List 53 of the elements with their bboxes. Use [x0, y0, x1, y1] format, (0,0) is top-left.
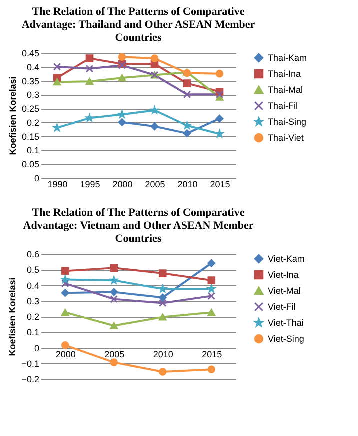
x-tick-label: 2000	[56, 349, 76, 360]
chart-title: The Relation of The Patterns of Comparative Advantage: Thailand and Other ASEAN Member Countries	[22, 6, 256, 44]
x-tick-label: 2000	[112, 180, 133, 190]
y-tick-label: 0	[34, 174, 40, 184]
legend-label: Viet-Fil	[268, 302, 296, 312]
y-axis-title: Koefisien Korelasi	[8, 278, 18, 356]
point	[183, 90, 192, 99]
x-tick-label: 2010	[178, 180, 198, 190]
legend-label: Thai-Viet	[268, 133, 304, 143]
y-tick-label: 0.45	[22, 48, 40, 58]
legend-label: Thai-Kam	[268, 53, 308, 63]
chart-title: The Relation of The Patterns of Comparative Advantage: Vietnam and Other ASEAN Member Countries	[23, 207, 254, 245]
x-tick-label: 1995	[80, 180, 100, 190]
x-tick-label: 2015	[210, 180, 230, 190]
legend-label: Viet-Mal	[268, 286, 301, 296]
point	[61, 280, 70, 288]
point	[158, 299, 167, 308]
y-tick-label: 0.2	[26, 118, 40, 128]
point	[110, 295, 118, 304]
legend-label: Viet-Sing	[268, 334, 304, 344]
y-tick-label: 0.4	[26, 280, 40, 291]
legend-label: Viet-Kam	[268, 254, 305, 264]
y-tick-label: 0	[34, 343, 40, 354]
y-axis-title: Koefisien Korelasi	[8, 76, 18, 156]
point	[216, 90, 224, 99]
y-tick-label: 0.25	[22, 104, 40, 114]
y-tick-label: −0.2	[22, 374, 40, 384]
point	[86, 64, 94, 73]
legend-label: Thai-Ina	[268, 69, 302, 79]
legend-label: Viet-Ina	[268, 270, 299, 280]
y-tick-label: 0.2	[26, 312, 40, 322]
legend-label: Thai-Mal	[268, 85, 304, 95]
x-tick-label: 2005	[145, 180, 166, 190]
legend-label: Thai-Fil	[268, 101, 298, 111]
y-tick-label: 0.6	[26, 250, 40, 260]
point	[53, 62, 62, 71]
x-tick-label: 2005	[104, 349, 125, 360]
y-tick-label: 0.1	[26, 328, 40, 338]
y-tick-label: 0.5	[26, 265, 40, 276]
y-tick-label: 0.15	[22, 132, 40, 142]
y-tick-label: 0.3	[26, 90, 40, 100]
y-tick-label: 0.1	[26, 146, 40, 156]
legend-label: Thai-Sing	[268, 117, 307, 127]
x-tick-label: 2010	[153, 349, 174, 360]
y-tick-label: −0.1	[22, 358, 40, 369]
legend-label: Viet-Thai	[268, 318, 304, 328]
point	[208, 292, 216, 300]
y-tick-label: 0.4	[26, 62, 40, 72]
y-tick-label: 0.3	[26, 296, 40, 306]
y-tick-label: 0.35	[22, 76, 40, 86]
y-tick-label: 0.05	[22, 160, 40, 170]
x-tick-label: 2015	[202, 349, 222, 360]
x-tick-label: 1990	[48, 180, 68, 190]
